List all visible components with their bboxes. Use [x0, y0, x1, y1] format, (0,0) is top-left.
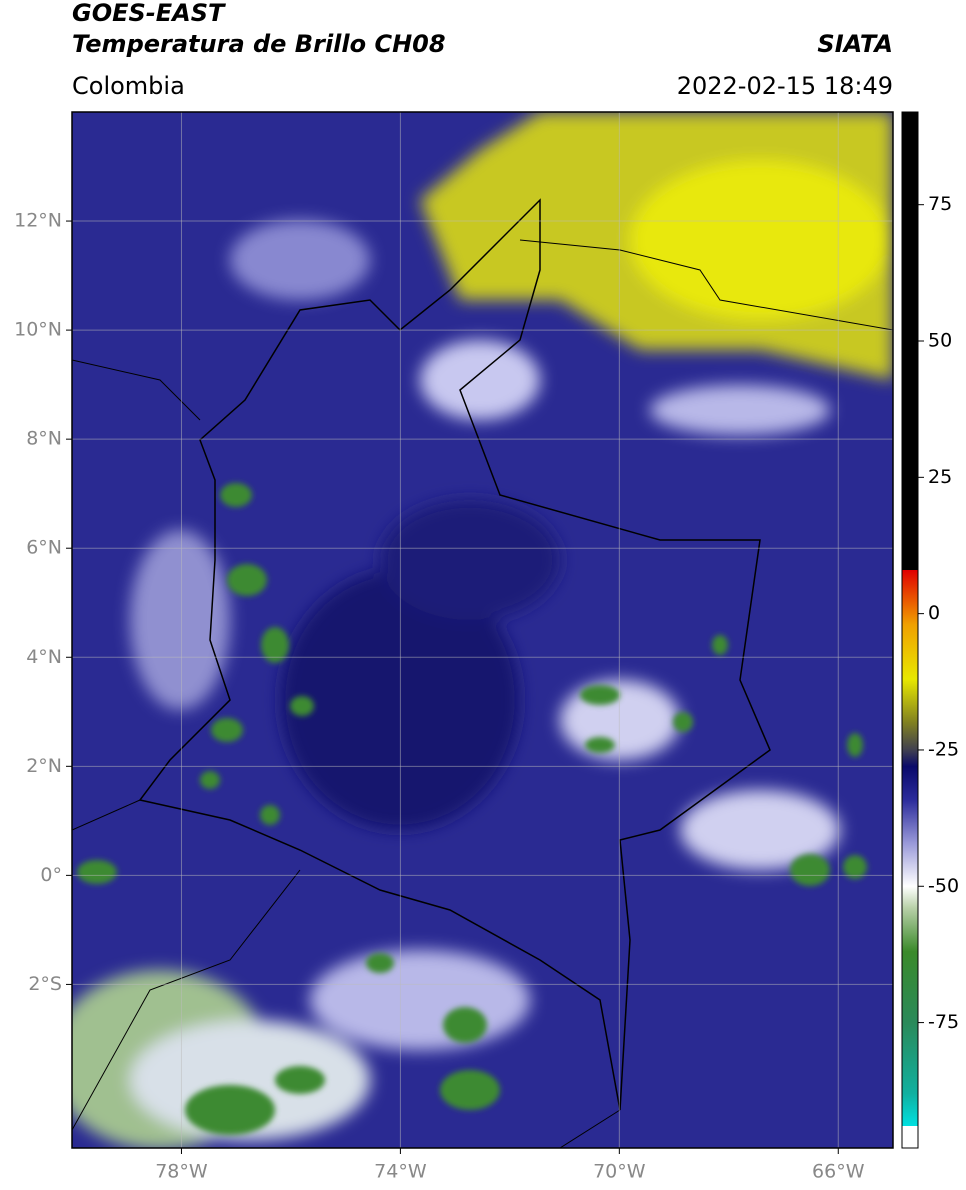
y-tick-label: 2°S [28, 973, 62, 995]
x-tick-label: 74°W [374, 1161, 427, 1183]
colorbar-tick-label: -75 [928, 1011, 959, 1033]
y-tick-label: 6°N [26, 537, 62, 559]
region: Colombia [72, 72, 185, 100]
x-tick-label: 78°W [155, 1161, 208, 1183]
y-tick-label: 2°N [26, 755, 62, 777]
colorbar-tick-label: 75 [928, 193, 952, 215]
y-tick-label: 8°N [26, 428, 62, 450]
y-tick-label: 12°N [14, 210, 62, 232]
y-tick-label: 10°N [14, 319, 62, 341]
x-tick-label: 66°W [812, 1161, 865, 1183]
x-tick-label: 70°W [593, 1161, 646, 1183]
datetime: 2022-02-15 18:49 [677, 72, 893, 100]
map-frame [71, 111, 894, 1149]
colorbar-tick-label: -25 [928, 738, 959, 760]
colorbar-tick-label: 25 [928, 466, 952, 488]
source: SIATA [817, 30, 893, 58]
y-tick-label: 0° [40, 864, 62, 886]
y-tick-label: 4°N [26, 646, 62, 668]
subtitle: Temperatura de Brillo CH08 [72, 30, 446, 58]
grid [72, 112, 893, 1148]
satellite-image [72, 112, 893, 1148]
colorbar-tick-label: 0 [928, 602, 940, 624]
colorbar [901, 111, 919, 1149]
title: GOES-EAST [72, 0, 226, 27]
colorbar-tick-label: 50 [928, 330, 952, 352]
colorbar-tick-label: -50 [928, 875, 959, 897]
